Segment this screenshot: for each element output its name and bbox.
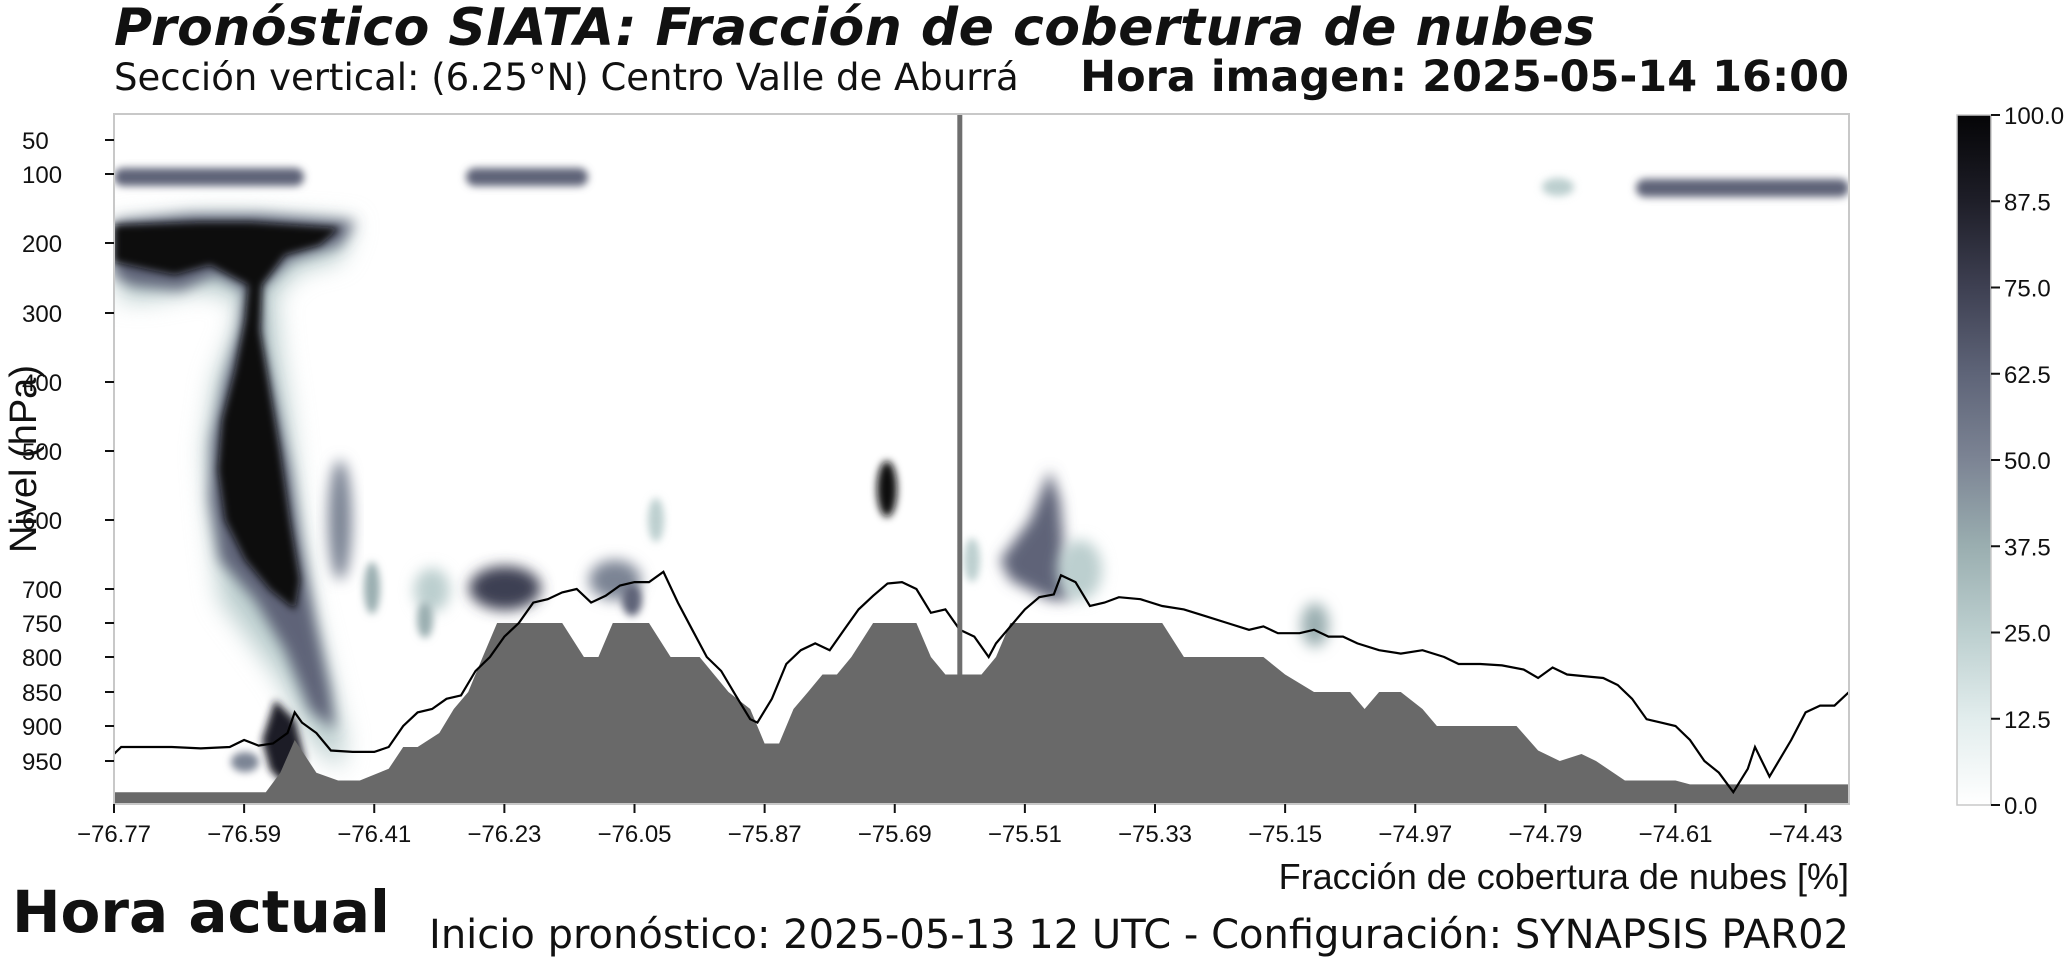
boundary-layer-line bbox=[114, 570, 1849, 795]
cloud-patch-west-mid bbox=[328, 460, 352, 580]
section-subtitle: Sección vertical: (6.25°N) Centro Valle … bbox=[114, 56, 1019, 99]
cloud-patch-75-48 bbox=[1058, 540, 1102, 600]
cloud-patch-75-15 bbox=[1301, 603, 1329, 647]
cloud-patch-west-base bbox=[231, 752, 259, 772]
x-tick-label: −76.23 bbox=[467, 821, 541, 848]
cloud-patch-76-00 bbox=[648, 498, 664, 542]
y-tick-label: 200 bbox=[22, 231, 62, 258]
x-tick-label: −76.77 bbox=[77, 821, 151, 848]
x-tick-label: −74.97 bbox=[1378, 821, 1452, 848]
x-tick-label: −76.05 bbox=[597, 821, 671, 848]
cloud-band-100-west bbox=[114, 168, 304, 186]
x-tick-label: −75.15 bbox=[1248, 821, 1322, 848]
cloud-patch-100-east-small bbox=[1542, 178, 1574, 196]
colorbar-tick-label: 75.0 bbox=[2004, 276, 2051, 303]
y-tick-label: 500 bbox=[22, 439, 62, 466]
cloud-band-100-center bbox=[466, 168, 588, 186]
x-tick-label: −75.87 bbox=[728, 821, 802, 848]
y-tick-label: 950 bbox=[22, 749, 62, 776]
current-time-label: Hora actual bbox=[12, 878, 390, 946]
image-time-label: Hora imagen: 2025-05-14 16:00 bbox=[1080, 52, 1849, 102]
x-tick-label: −76.41 bbox=[337, 821, 411, 848]
terrain-profile bbox=[114, 623, 1849, 804]
terrain-layer bbox=[114, 114, 1849, 804]
cloud-patch-75-60 bbox=[964, 538, 980, 582]
cloud-patch-76-31 bbox=[417, 602, 433, 638]
y-tick-label: 800 bbox=[22, 645, 62, 672]
colorbar-tick-label: 12.5 bbox=[2004, 707, 2051, 734]
x-axis-label: Fracción de cobertura de nubes [%] bbox=[1279, 856, 1849, 897]
colorbar: 0.0 12.5 25.0 37.5 50.0 62.5 75.0 87.5 100.0 bbox=[1956, 103, 2064, 820]
x-axis-ticks: −76.77 −76.59 −76.41 −76.23 −76.05 −75.87 −75.… bbox=[77, 804, 1843, 848]
colorbar-tick-label: 25.0 bbox=[2004, 621, 2051, 648]
cloud-patch-76-23 bbox=[469, 566, 541, 610]
y-tick-label: 50 bbox=[22, 128, 49, 155]
cloud-patch-76-08 bbox=[622, 584, 642, 616]
page-title: Pronóstico SIATA: Fracción de cobertura … bbox=[114, 0, 1596, 58]
x-tick-label: −74.43 bbox=[1769, 821, 1843, 848]
colorbar-tick-label: 37.5 bbox=[2004, 534, 2051, 561]
y-tick-label: 300 bbox=[22, 301, 62, 328]
y-tick-label: 750 bbox=[22, 611, 62, 638]
y-tick-label: 400 bbox=[22, 370, 62, 397]
x-tick-label: −75.33 bbox=[1118, 821, 1192, 848]
y-tick-label: 600 bbox=[22, 508, 62, 535]
colorbar-tick-label: 62.5 bbox=[2004, 362, 2051, 389]
y-tick-label: 700 bbox=[22, 577, 62, 604]
cloud-patch-75-69 bbox=[877, 461, 897, 517]
x-tick-label: −75.51 bbox=[988, 821, 1062, 848]
cloud-band-100-east bbox=[1636, 179, 1849, 197]
plot-frame bbox=[113, 113, 1850, 805]
colorbar-tick-label: 0.0 bbox=[2004, 793, 2037, 820]
x-tick-label: −74.61 bbox=[1638, 821, 1712, 848]
y-axis-label: Nivel (hPa) bbox=[3, 365, 45, 553]
colorbar-tick-label: 50.0 bbox=[2004, 448, 2051, 475]
colorbar-ticks: 0.0 12.5 25.0 37.5 50.0 62.5 75.0 87.5 100.0 bbox=[1991, 103, 2064, 820]
colorbar-tick-label: 100.0 bbox=[2004, 103, 2064, 130]
x-tick-label: −76.59 bbox=[207, 821, 281, 848]
y-axis-ticks: 50 100 200 300 400 500 600 700 750 800 850 900 950 bbox=[22, 128, 114, 776]
cloud-patch-west-small bbox=[364, 562, 380, 614]
y-tick-label: 100 bbox=[22, 162, 62, 189]
cloud-patch-75-51 bbox=[1000, 470, 1070, 600]
colorbar-gradient bbox=[1956, 114, 1992, 806]
cloud-fraction-field bbox=[114, 168, 1849, 790]
y-tick-label: 900 bbox=[22, 714, 62, 741]
forecast-info: Inicio pronóstico: 2025-05-13 12 UTC - C… bbox=[429, 912, 1849, 958]
cloud-patch-76-30 bbox=[414, 568, 450, 612]
colorbar-tick-label: 87.5 bbox=[2004, 189, 2051, 216]
cloud-core-west bbox=[114, 222, 340, 610]
x-tick-label: −74.79 bbox=[1508, 821, 1582, 848]
x-tick-label: −75.69 bbox=[858, 821, 932, 848]
y-tick-label: 850 bbox=[22, 680, 62, 707]
